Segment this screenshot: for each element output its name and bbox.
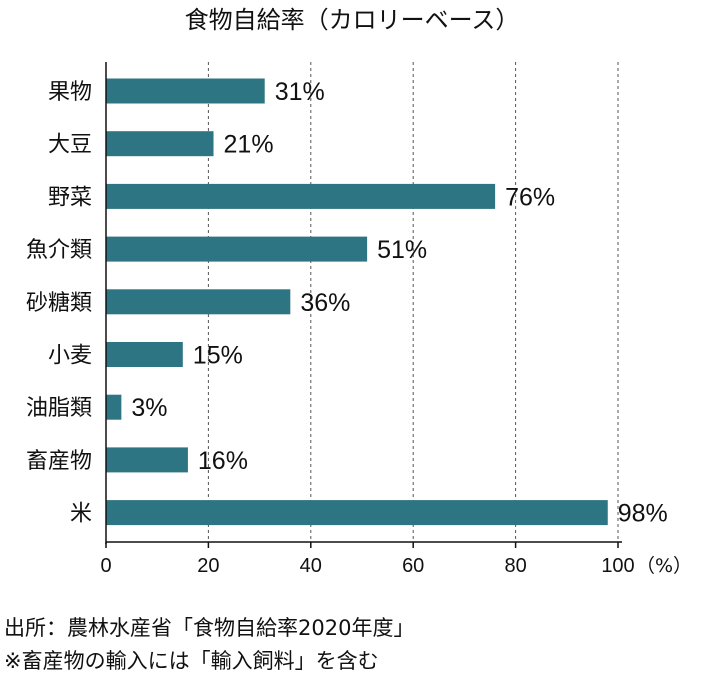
import-footnote: ※畜産物の輸入には「輸入飼料」を含む <box>4 649 379 673</box>
x-tick-label: 20 <box>197 555 219 577</box>
source-note: 出所：農林水産省「食物自給率2020年度」 <box>4 616 415 640</box>
category-label: 畜産物 <box>26 449 92 474</box>
x-tick-label: 100 <box>601 555 634 577</box>
value-label: 21% <box>224 131 274 159</box>
bar-8 <box>106 500 608 526</box>
bar-1 <box>106 131 214 157</box>
value-label: 51% <box>377 236 427 264</box>
value-label: 76% <box>505 183 555 211</box>
bar-4 <box>106 289 291 315</box>
x-axis-unit: （%） <box>636 555 692 577</box>
bar-6 <box>106 394 122 420</box>
value-label: 16% <box>198 447 248 475</box>
bar-7 <box>106 447 188 473</box>
category-label: 小麦 <box>48 344 92 369</box>
category-label: 砂糖類 <box>26 291 92 316</box>
x-tick-label: 0 <box>100 555 111 577</box>
category-label: 大豆 <box>48 133 92 158</box>
value-label: 36% <box>300 289 350 317</box>
x-tick-label: 40 <box>300 555 322 577</box>
value-label: 98% <box>618 500 668 528</box>
value-label: 31% <box>275 78 325 106</box>
bar-3 <box>106 236 368 262</box>
category-label: 魚介類 <box>26 238 92 263</box>
bar-chart: 果物 31% 大豆 21% 野菜 76% 魚介類 51% 砂糖類 36% 小麦 15% 油脂類 3% 畜産物… <box>26 62 692 577</box>
bars <box>106 78 608 526</box>
category-label: 果物 <box>48 80 92 105</box>
bar-2 <box>106 183 496 209</box>
category-label: 野菜 <box>48 185 92 210</box>
bar-5 <box>106 342 183 367</box>
value-label: 3% <box>131 394 167 422</box>
category-label: 油脂類 <box>26 396 92 421</box>
x-tick-label: 80 <box>504 555 526 577</box>
category-label: 米 <box>70 502 92 527</box>
value-label: 15% <box>193 342 243 370</box>
axes: 果物 31% 大豆 21% 野菜 76% 魚介類 51% 砂糖類 36% 小麦 15% 油脂類 3% 畜産物… <box>26 62 692 577</box>
chart-title: 食物自給率（カロリーベース） <box>184 6 520 34</box>
x-tick-label: 60 <box>402 555 424 577</box>
bar-0 <box>106 78 265 104</box>
